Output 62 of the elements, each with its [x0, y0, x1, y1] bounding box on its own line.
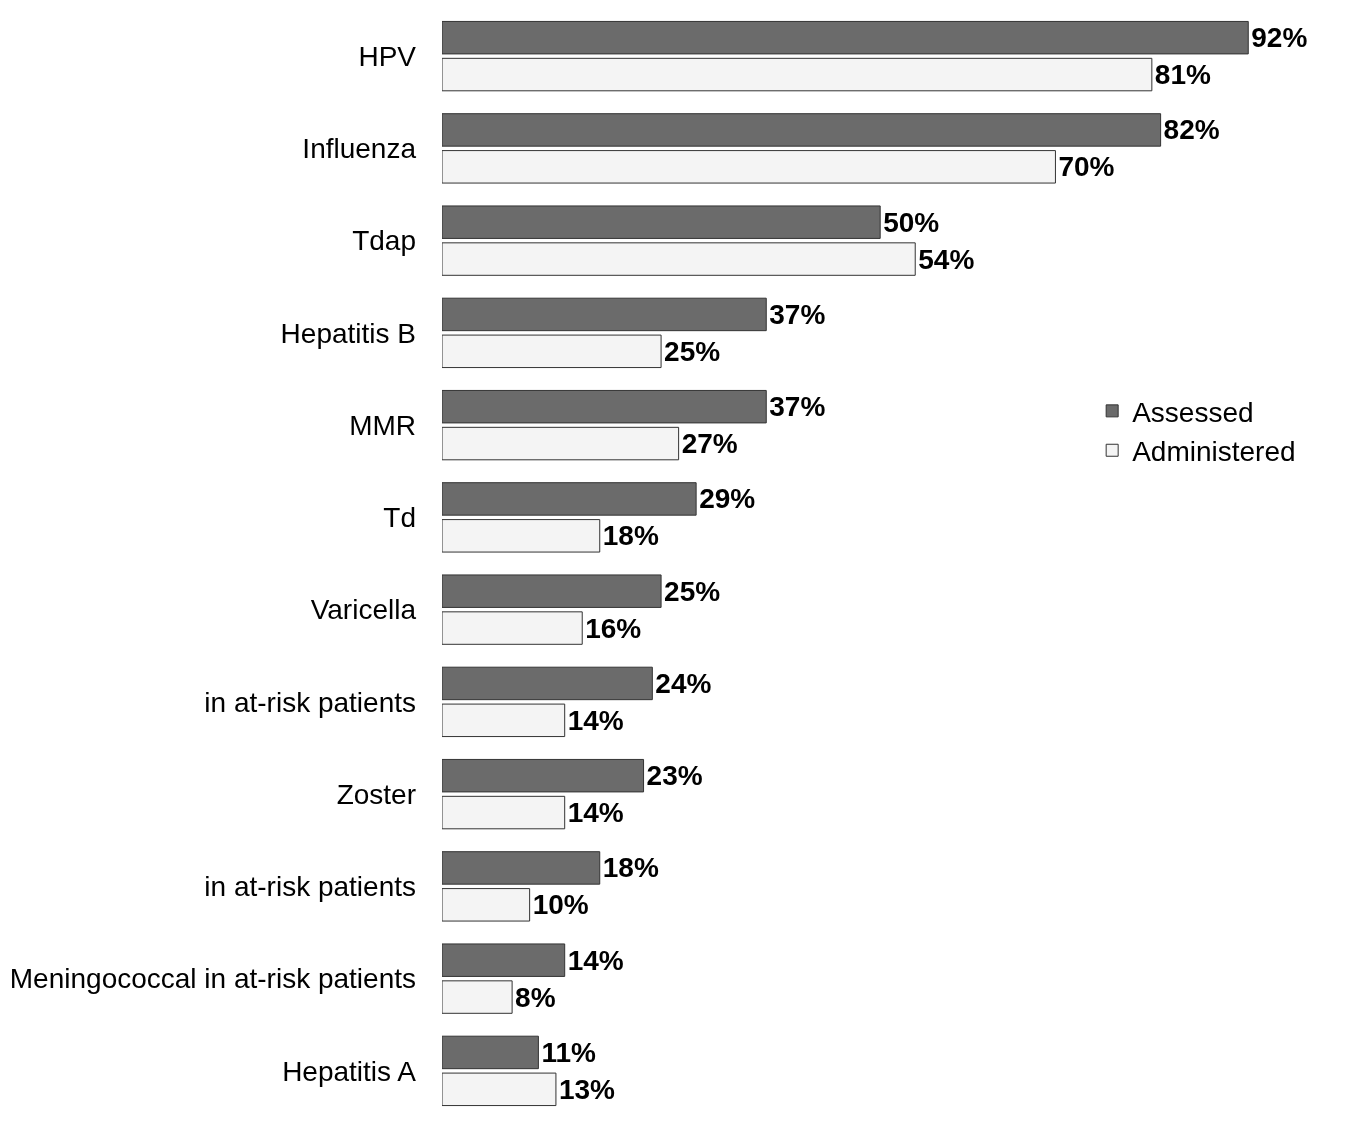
bar	[442, 113, 1162, 147]
y-tick-label: Tdap	[352, 225, 416, 257]
legend-label: Administered	[1132, 436, 1296, 468]
y-tick-label: Td	[383, 502, 416, 534]
y-tick-label: in at-risk patients	[204, 871, 416, 903]
y-tick-label: Influenza	[302, 133, 417, 165]
bar	[442, 795, 566, 830]
y-tick-label: Hepatitis B	[280, 317, 416, 349]
bar	[442, 851, 601, 885]
data-label: 82%	[1163, 114, 1220, 146]
bar	[442, 666, 653, 701]
data-label: 70%	[1058, 151, 1115, 183]
bar	[442, 611, 583, 645]
data-label: 10%	[532, 889, 589, 921]
bar	[442, 703, 566, 738]
data-label: 14%	[567, 944, 624, 976]
data-label: 14%	[567, 704, 624, 736]
y-tick-label: HPV	[358, 40, 417, 72]
bar	[442, 1072, 557, 1107]
bar	[442, 389, 767, 424]
bar	[442, 574, 662, 608]
data-label: 23%	[646, 760, 703, 792]
data-label: 54%	[918, 243, 975, 275]
bar	[442, 888, 531, 922]
y-tick-label: in at-risk patients	[204, 686, 416, 718]
data-label: 11%	[541, 1036, 596, 1068]
bar	[442, 242, 916, 276]
y-tick-label: Hepatitis A	[282, 1055, 417, 1087]
bar	[442, 205, 881, 239]
data-label: 16%	[585, 612, 642, 644]
data-label: 18%	[602, 852, 659, 884]
bar	[442, 519, 601, 553]
bar	[442, 334, 662, 369]
data-label: 8%	[515, 981, 556, 1013]
bar	[442, 20, 1249, 55]
data-label: 37%	[769, 391, 826, 423]
data-label: 25%	[664, 575, 721, 607]
bar	[442, 426, 680, 461]
data-label: 29%	[699, 483, 756, 515]
data-label: 81%	[1154, 59, 1211, 91]
data-label: 13%	[558, 1073, 616, 1105]
y-tick-label: Varicella	[310, 594, 417, 626]
data-label: 37%	[769, 298, 826, 330]
data-label: 27%	[681, 428, 738, 460]
data-label: 25%	[664, 335, 721, 367]
bar	[442, 297, 767, 332]
bar	[442, 758, 645, 793]
data-label: 92%	[1251, 22, 1308, 54]
bar	[442, 482, 697, 516]
y-tick-label: Meningococcal in at-risk patients	[9, 963, 416, 995]
data-label: 24%	[655, 667, 712, 699]
y-tick-label: Zoster	[336, 778, 416, 810]
bar	[442, 980, 513, 1014]
data-label: 50%	[883, 206, 940, 238]
data-label: 14%	[567, 797, 624, 829]
bar	[442, 943, 566, 977]
bar	[442, 57, 1153, 92]
bar	[442, 150, 1056, 184]
bar	[442, 1035, 539, 1070]
legend-label: Assessed	[1132, 396, 1254, 428]
y-tick-label: MMR	[349, 409, 416, 441]
data-label: 18%	[602, 520, 659, 552]
